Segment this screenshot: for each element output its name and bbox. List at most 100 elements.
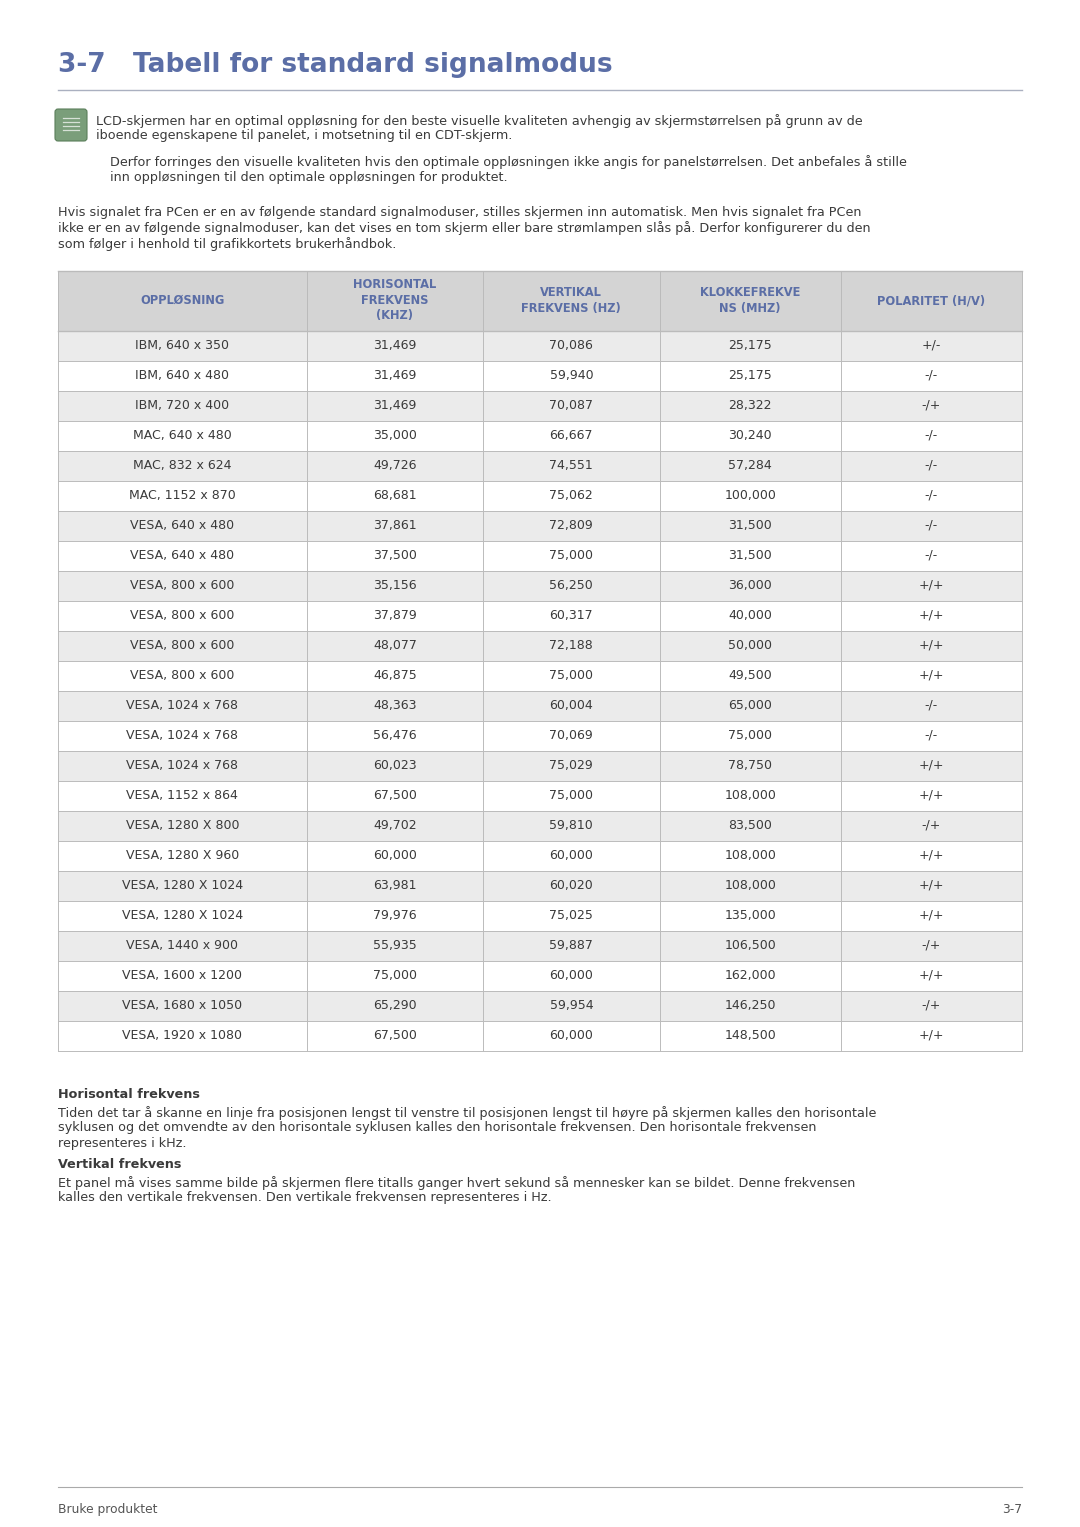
Text: 31,469: 31,469: [374, 399, 417, 412]
Text: 60,000: 60,000: [550, 1029, 593, 1041]
Text: IBM, 640 x 350: IBM, 640 x 350: [135, 339, 229, 353]
Text: 49,702: 49,702: [373, 818, 417, 832]
Text: +/+: +/+: [919, 638, 944, 652]
Text: 49,726: 49,726: [374, 460, 417, 472]
Text: iboende egenskapene til panelet, i motsetning til en CDT-skjerm.: iboende egenskapene til panelet, i motse…: [96, 130, 512, 142]
Text: -/+: -/+: [921, 999, 941, 1012]
Bar: [58, 690, 1022, 721]
Text: 60,000: 60,000: [550, 970, 593, 982]
Text: -/+: -/+: [921, 399, 941, 412]
Text: 75,000: 75,000: [550, 669, 593, 683]
Text: VESA, 1280 X 800: VESA, 1280 X 800: [125, 818, 239, 832]
Text: 70,069: 70,069: [550, 728, 593, 742]
Text: +/+: +/+: [919, 579, 944, 592]
Text: 30,240: 30,240: [728, 429, 772, 441]
Text: representeres i kHz.: representeres i kHz.: [58, 1136, 187, 1150]
Text: 67,500: 67,500: [373, 1029, 417, 1041]
Text: +/+: +/+: [919, 909, 944, 922]
Text: 68,681: 68,681: [373, 489, 417, 502]
Text: VESA, 800 x 600: VESA, 800 x 600: [131, 609, 234, 621]
Text: ikke er en av følgende signalmoduser, kan det vises en tom skjerm eller bare str: ikke er en av følgende signalmoduser, ka…: [58, 221, 870, 235]
Text: 37,879: 37,879: [373, 609, 417, 621]
Bar: [58, 930, 1022, 960]
Text: 36,000: 36,000: [728, 579, 772, 592]
Bar: [58, 870, 1022, 901]
Text: 31,469: 31,469: [374, 370, 417, 382]
Bar: [58, 600, 1022, 631]
Text: MAC, 1152 x 870: MAC, 1152 x 870: [129, 489, 235, 502]
Text: IBM, 720 x 400: IBM, 720 x 400: [135, 399, 229, 412]
Text: -/-: -/-: [924, 728, 939, 742]
Text: 59,887: 59,887: [550, 939, 593, 951]
Text: 78,750: 78,750: [728, 759, 772, 773]
Text: 37,500: 37,500: [373, 550, 417, 562]
Text: 162,000: 162,000: [725, 970, 775, 982]
Text: 28,322: 28,322: [728, 399, 772, 412]
Text: VESA, 1920 x 1080: VESA, 1920 x 1080: [122, 1029, 242, 1041]
Text: VESA, 1280 X 960: VESA, 1280 X 960: [125, 849, 239, 863]
Bar: [58, 481, 1022, 510]
Text: VESA, 1024 x 768: VESA, 1024 x 768: [126, 728, 239, 742]
Text: MAC, 640 x 480: MAC, 640 x 480: [133, 429, 232, 441]
Bar: [58, 721, 1022, 750]
Text: 75,000: 75,000: [550, 789, 593, 802]
Text: 35,000: 35,000: [373, 429, 417, 441]
Text: 75,000: 75,000: [373, 970, 417, 982]
Bar: [58, 840, 1022, 870]
Text: 37,861: 37,861: [373, 519, 417, 531]
FancyBboxPatch shape: [55, 108, 87, 140]
Text: 59,954: 59,954: [550, 999, 593, 1012]
Text: 75,000: 75,000: [550, 550, 593, 562]
Text: 108,000: 108,000: [725, 880, 777, 892]
Bar: [58, 991, 1022, 1020]
Text: LCD-skjermen har en optimal oppløsning for den beste visuelle kvaliteten avhengi: LCD-skjermen har en optimal oppløsning f…: [96, 115, 863, 128]
Text: 106,500: 106,500: [725, 939, 777, 951]
Text: 67,500: 67,500: [373, 789, 417, 802]
Text: 65,290: 65,290: [373, 999, 417, 1012]
Text: 60,023: 60,023: [373, 759, 417, 773]
Text: 100,000: 100,000: [725, 489, 777, 502]
Text: VESA, 640 x 480: VESA, 640 x 480: [131, 550, 234, 562]
Text: +/+: +/+: [919, 880, 944, 892]
Text: 72,809: 72,809: [550, 519, 593, 531]
Text: 25,175: 25,175: [728, 370, 772, 382]
Text: OPPLØSNING: OPPLØSNING: [140, 295, 225, 307]
Text: 46,875: 46,875: [373, 669, 417, 683]
Text: +/-: +/-: [921, 339, 941, 353]
Text: VESA, 800 x 600: VESA, 800 x 600: [131, 669, 234, 683]
Text: +/+: +/+: [919, 849, 944, 863]
Text: som følger i henhold til grafikkortets brukerhåndbok.: som følger i henhold til grafikkortets b…: [58, 237, 396, 250]
Text: 83,500: 83,500: [728, 818, 772, 832]
Text: 31,469: 31,469: [374, 339, 417, 353]
Text: 70,087: 70,087: [550, 399, 593, 412]
Text: 35,156: 35,156: [373, 579, 417, 592]
Text: 48,077: 48,077: [373, 638, 417, 652]
Text: KLOKKEFREKVE
NS (MHZ): KLOKKEFREKVE NS (MHZ): [700, 286, 800, 315]
Text: 49,500: 49,500: [728, 669, 772, 683]
Text: VESA, 800 x 600: VESA, 800 x 600: [131, 579, 234, 592]
Text: 50,000: 50,000: [728, 638, 772, 652]
Text: 135,000: 135,000: [725, 909, 777, 922]
Text: 59,940: 59,940: [550, 370, 593, 382]
Text: 56,476: 56,476: [373, 728, 417, 742]
Text: VESA, 1280 X 1024: VESA, 1280 X 1024: [122, 880, 243, 892]
Text: syklusen og det omvendte av den horisontale syklusen kalles den horisontale frek: syklusen og det omvendte av den horisont…: [58, 1121, 816, 1135]
Text: +/+: +/+: [919, 609, 944, 621]
Text: -/-: -/-: [924, 519, 939, 531]
Text: +/+: +/+: [919, 789, 944, 802]
Text: kalles den vertikale frekvensen. Den vertikale frekvensen representeres i Hz.: kalles den vertikale frekvensen. Den ver…: [58, 1191, 552, 1205]
Text: 56,250: 56,250: [550, 579, 593, 592]
Text: VERTIKAL
FREKVENS (HZ): VERTIKAL FREKVENS (HZ): [522, 286, 621, 315]
Text: 108,000: 108,000: [725, 789, 777, 802]
Bar: [58, 661, 1022, 690]
Text: 57,284: 57,284: [728, 460, 772, 472]
Bar: [58, 541, 1022, 571]
Text: Hvis signalet fra PCen er en av følgende standard signalmoduser, stilles skjerme: Hvis signalet fra PCen er en av følgende…: [58, 206, 862, 218]
Text: 48,363: 48,363: [374, 699, 417, 712]
Text: Et panel må vises samme bilde på skjermen flere titalls ganger hvert sekund så m: Et panel må vises samme bilde på skjerme…: [58, 1176, 855, 1191]
Text: -/-: -/-: [924, 699, 939, 712]
Text: HORISONTAL
FREKVENS
(KHZ): HORISONTAL FREKVENS (KHZ): [353, 278, 436, 322]
Text: -/-: -/-: [924, 489, 939, 502]
Text: POLARITET (H/V): POLARITET (H/V): [877, 295, 985, 307]
Text: 40,000: 40,000: [728, 609, 772, 621]
